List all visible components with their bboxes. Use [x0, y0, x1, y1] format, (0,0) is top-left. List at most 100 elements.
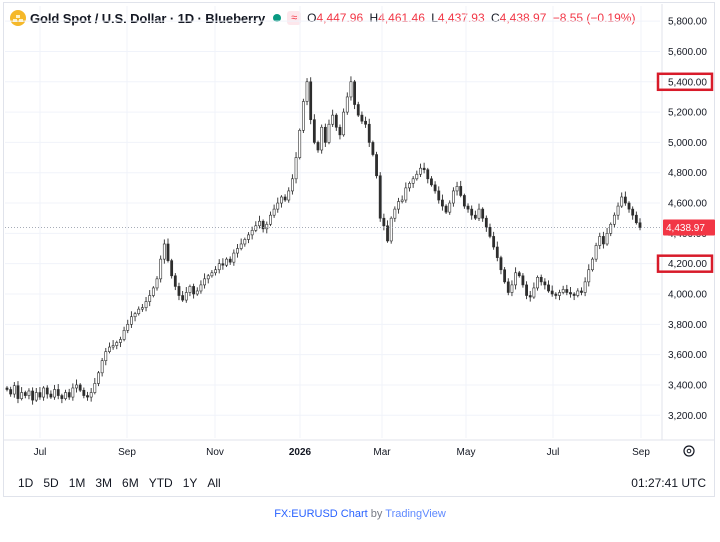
candle-body — [334, 114, 338, 128]
candle-body — [462, 195, 466, 207]
candle-body — [481, 208, 485, 219]
candle-body — [393, 208, 397, 219]
candle-body — [151, 287, 155, 296]
candle-body — [470, 208, 474, 216]
candle-body — [594, 245, 598, 260]
candle-body — [104, 351, 108, 361]
time-tick-label: Jul — [34, 447, 47, 458]
attribution-by: by — [370, 508, 383, 520]
candle-body — [23, 392, 27, 396]
candle-body — [386, 225, 389, 242]
candle-body — [422, 167, 426, 171]
candle-body — [587, 269, 591, 283]
candle-body — [56, 389, 60, 396]
candle-body — [444, 205, 448, 213]
candle-body — [400, 199, 404, 202]
time-axis[interactable]: Jul Sep Nov 2026 Mar May Jul Sep — [34, 447, 651, 458]
utc-clock: 01:27:41 UTC — [631, 476, 706, 490]
candle-body — [9, 389, 13, 395]
candle-body — [269, 214, 272, 225]
time-tick-label: Sep — [632, 447, 650, 458]
tradingview-link[interactable]: TradingView — [385, 508, 446, 520]
candle-body — [38, 392, 42, 398]
timeframe-1y[interactable]: 1Y — [182, 476, 198, 490]
price-tick-label: 5,600.00 — [668, 47, 707, 58]
candle-body — [276, 202, 280, 210]
candle-body — [320, 126, 324, 151]
candle-body — [484, 217, 488, 228]
price-axis[interactable]: 5,800.00 5,600.00 5,400.00 5,200.00 5,000.00… — [656, 17, 714, 422]
candle-body — [243, 239, 247, 245]
last-price-box — [663, 219, 715, 236]
candle-body — [441, 199, 444, 207]
candle-body — [170, 260, 174, 277]
candle-body — [525, 284, 528, 296]
candle-body — [426, 169, 430, 180]
price-tick-label: 3,400.00 — [668, 380, 707, 391]
candle-body — [140, 307, 144, 310]
candle-body — [192, 286, 196, 295]
candle-body — [261, 220, 265, 230]
price-highlight-box — [656, 254, 714, 273]
candle-body — [349, 81, 353, 98]
candle-body — [638, 222, 642, 228]
price-tick-label: 4,200.00 — [668, 259, 707, 270]
candle-body — [367, 123, 371, 143]
timeframe-1d[interactable]: 1D — [18, 476, 34, 490]
candle-body — [316, 142, 320, 151]
candle-body — [532, 287, 536, 298]
candle-body — [345, 96, 349, 113]
symbol-title[interactable]: Gold Spot / U.S. Dollar · 1D · Blueberry — [30, 10, 266, 26]
candle-body — [510, 284, 514, 293]
candle-body — [623, 196, 627, 204]
candle-body — [166, 243, 170, 261]
price-chart[interactable]: 5,800.00 5,600.00 5,400.00 5,200.00 5,000.00… — [0, 0, 720, 470]
candle-body — [561, 289, 565, 293]
candle-body — [331, 114, 335, 125]
candle-body — [301, 101, 305, 131]
timeframe-6m[interactable]: 6M — [122, 476, 139, 490]
candle-body — [86, 395, 89, 398]
candle-body — [290, 178, 294, 192]
candle-body — [298, 129, 302, 158]
candle-body — [312, 119, 316, 143]
candle-body — [488, 227, 492, 237]
candle-body — [93, 383, 97, 393]
candle-body — [433, 184, 437, 192]
candles — [5, 76, 642, 405]
candle-body — [159, 258, 163, 280]
candle-body — [100, 360, 104, 374]
symbol-link[interactable]: FX:EURUSD Chart — [274, 508, 368, 520]
candle-body — [97, 372, 100, 384]
candle-body — [228, 258, 232, 263]
candle-body — [67, 392, 71, 398]
candle-body — [45, 387, 49, 395]
candle-body — [148, 295, 152, 302]
candle-body — [119, 339, 122, 343]
timeframe-all[interactable]: All — [207, 476, 221, 490]
timeframe-3m[interactable]: 3M — [95, 476, 113, 490]
ohlc-high-key: H — [369, 11, 379, 25]
grid — [4, 4, 714, 441]
candle-body — [565, 289, 569, 293]
candle-body — [323, 126, 327, 143]
candle-body — [217, 263, 221, 271]
timeframe-1m[interactable]: 1M — [68, 476, 86, 490]
candle-body — [254, 225, 258, 231]
candle-body — [342, 111, 346, 136]
timeframe-ytd[interactable]: YTD — [148, 476, 173, 490]
candle-body — [397, 201, 400, 210]
candle-body — [31, 390, 35, 401]
candle-body — [572, 293, 576, 296]
candle-body — [53, 389, 56, 398]
candle-body — [598, 236, 602, 246]
time-tick-label: Sep — [118, 447, 136, 458]
timeframe-5d[interactable]: 5D — [43, 476, 59, 490]
candle-body — [605, 233, 609, 245]
candle-body — [517, 272, 521, 277]
candle-body — [126, 324, 130, 331]
ohlc-open-key: O — [307, 11, 317, 25]
candle-body — [184, 292, 188, 301]
settings-gear-icon[interactable] — [683, 445, 695, 457]
candle-body — [539, 277, 543, 283]
